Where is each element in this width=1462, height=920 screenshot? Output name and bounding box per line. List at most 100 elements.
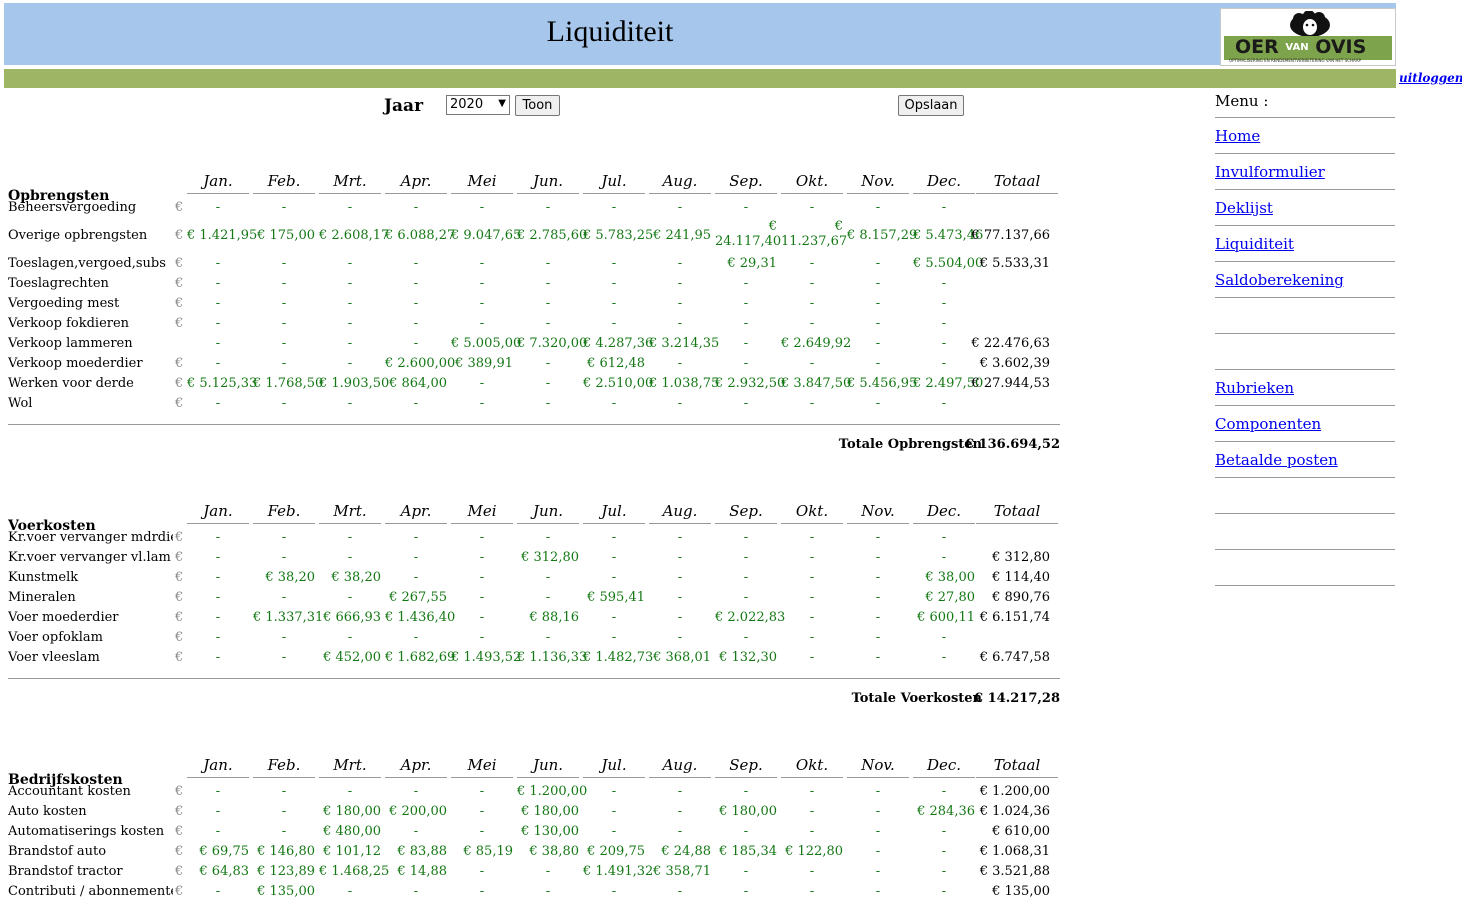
- month-value: € 2.022,83: [715, 610, 786, 625]
- menu-link[interactable]: Componenten: [1215, 415, 1322, 433]
- month-value: -: [611, 200, 617, 215]
- month-value: -: [215, 356, 221, 371]
- menu-link[interactable]: Betaalde posten: [1215, 451, 1338, 469]
- month-value: -: [743, 784, 749, 799]
- menu-item[interactable]: Saldoberekening: [1215, 262, 1395, 298]
- month-value: -: [215, 396, 221, 411]
- section-total-label: Totale Voerkosten: [851, 691, 982, 706]
- column-header: Jan.: [187, 168, 249, 194]
- month-value: -: [677, 550, 683, 565]
- menu-item[interactable]: Invulformulier: [1215, 154, 1395, 190]
- menu-item[interactable]: Deklijst: [1215, 190, 1395, 226]
- row-total: € 1.200,00: [979, 784, 1050, 799]
- month-value: -: [281, 804, 287, 819]
- month-value: -: [215, 884, 221, 899]
- row-label: Voer moederdier: [8, 610, 119, 625]
- month-value: € 5.005,00: [451, 336, 522, 351]
- month-value: -: [479, 276, 485, 291]
- month-value: -: [809, 610, 815, 625]
- section-1: Jan. Feb. Mrt. Apr. Mei Jun. Jul. Aug. Sep. Okt. N…: [8, 498, 1060, 709]
- month-value: -: [611, 610, 617, 625]
- year-label: Jaar: [384, 96, 424, 116]
- logout-link[interactable]: uitloggen: [1399, 71, 1462, 85]
- month-value: -: [413, 550, 419, 565]
- column-header: Feb.: [253, 498, 315, 524]
- month-value: -: [743, 550, 749, 565]
- month-value: -: [479, 256, 485, 271]
- month-value: -: [809, 550, 815, 565]
- menu-link[interactable]: Invulformulier: [1215, 163, 1325, 181]
- month-value: € 5.125,33: [187, 376, 258, 391]
- row-label: Kr.voer vervanger mdrdier: [8, 530, 173, 545]
- month-value: € 2.649,92: [781, 336, 852, 351]
- month-value: € 2.600,00: [385, 356, 456, 371]
- month-value: -: [413, 336, 419, 351]
- menu-item[interactable]: Liquiditeit: [1215, 226, 1395, 262]
- menu-item: [1215, 298, 1395, 334]
- euro-sign: €: [175, 844, 184, 859]
- month-value: -: [281, 396, 287, 411]
- row-label: Voer opfoklam: [8, 630, 103, 645]
- month-value: -: [413, 396, 419, 411]
- month-value: -: [215, 610, 221, 625]
- euro-sign: €: [175, 784, 184, 799]
- month-value: -: [215, 650, 221, 665]
- year-select[interactable]: 2020 ▼: [446, 95, 510, 115]
- month-value: -: [281, 256, 287, 271]
- row-label: Voer vleeslam: [8, 650, 100, 665]
- month-value: -: [545, 590, 551, 605]
- month-value: -: [347, 356, 353, 371]
- month-value: -: [941, 296, 947, 311]
- menu-link[interactable]: Deklijst: [1215, 199, 1273, 217]
- month-value: -: [215, 590, 221, 605]
- section-total-value: € 14.217,28: [974, 691, 1060, 706]
- section-2: Jan. Feb. Mrt. Apr. Mei Jun. Jul. Aug. Sep. Okt. N…: [8, 752, 1060, 902]
- month-value: € 1.482,73: [583, 650, 654, 665]
- euro-sign: €: [175, 550, 184, 565]
- table-row: Brandstof auto € € 69,75 € 146,80 € 101,12 € …: [8, 842, 1060, 862]
- month-value: € 88,16: [529, 610, 579, 625]
- row-total: € 77.137,66: [971, 228, 1050, 243]
- month-value: -: [875, 824, 881, 839]
- menu-item[interactable]: Home: [1215, 118, 1395, 154]
- month-value: € 85,19: [463, 844, 513, 859]
- month-value: -: [215, 550, 221, 565]
- section-total-value: € 136.694,52: [965, 437, 1060, 452]
- month-value: -: [809, 804, 815, 819]
- column-header: Totaal: [976, 498, 1058, 524]
- column-header: Sep.: [715, 752, 777, 778]
- month-value: € 864,00: [389, 376, 447, 391]
- row-label: Wol: [8, 396, 33, 411]
- month-value: -: [677, 396, 683, 411]
- show-button[interactable]: Toon: [515, 95, 560, 116]
- month-value: € 24,88: [661, 844, 711, 859]
- month-value: -: [875, 844, 881, 859]
- table-row: Kunstmelk € - € 38,20 € 38,20 - - - - - - - - € 38,00…: [8, 568, 1060, 588]
- menu-item[interactable]: Rubrieken: [1215, 370, 1395, 406]
- row-total: € 27.944,53: [971, 376, 1050, 391]
- menu-link[interactable]: Home: [1215, 127, 1261, 145]
- month-value: -: [545, 570, 551, 585]
- month-value: -: [875, 610, 881, 625]
- month-value: -: [941, 396, 947, 411]
- month-value: -: [875, 864, 881, 879]
- month-value: -: [347, 884, 353, 899]
- month-value: -: [215, 570, 221, 585]
- month-value: -: [743, 630, 749, 645]
- month-value: -: [941, 630, 947, 645]
- save-button[interactable]: Opslaan: [898, 95, 964, 116]
- menu-link[interactable]: Saldoberekening: [1215, 271, 1344, 289]
- month-value: € 38,20: [265, 570, 315, 585]
- month-value: € 7.320,00: [517, 336, 588, 351]
- menu-item[interactable]: Betaalde posten: [1215, 442, 1395, 478]
- month-value: -: [743, 336, 749, 351]
- month-value: -: [281, 296, 287, 311]
- menu-item[interactable]: Componenten: [1215, 406, 1395, 442]
- side-menu: Menu : Home Invulformulier Deklijst Liquidi…: [1215, 90, 1395, 586]
- month-value: -: [281, 590, 287, 605]
- month-value: -: [545, 256, 551, 271]
- table-row: Auto kosten € - - € 180,00 € 200,00 - € 180,00 -…: [8, 802, 1060, 822]
- menu-link[interactable]: Rubrieken: [1215, 379, 1295, 397]
- month-value: -: [479, 376, 485, 391]
- menu-link[interactable]: Liquiditeit: [1215, 235, 1294, 253]
